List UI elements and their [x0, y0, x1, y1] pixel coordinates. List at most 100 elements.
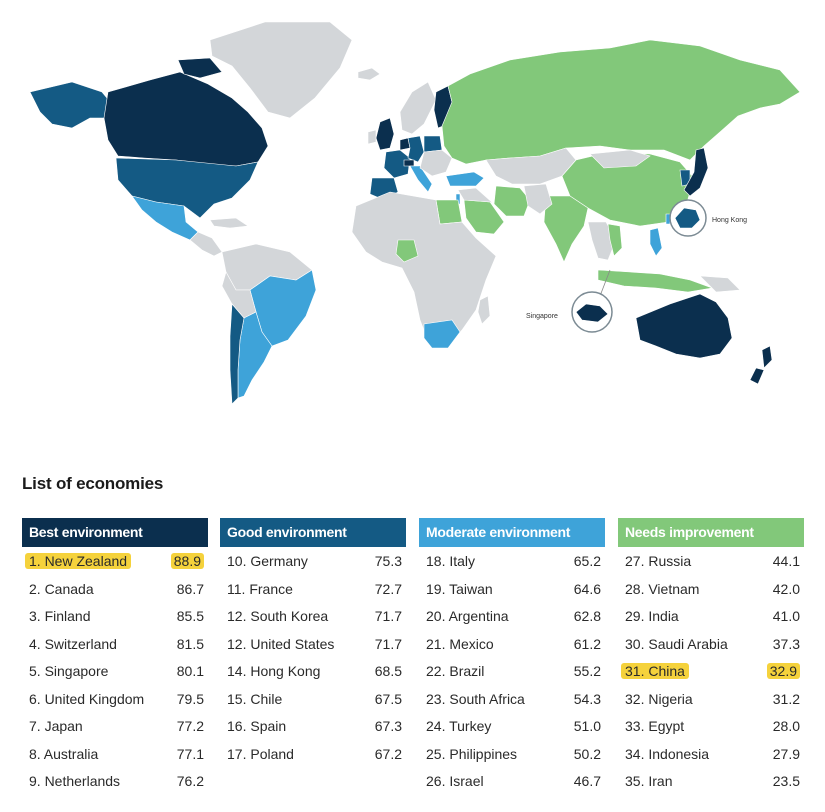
economy-score: 41.0 [772, 608, 800, 624]
column-moderate: Moderate environment 18. Italy 65.2 19. Ta… [419, 518, 605, 795]
world-map: Hong Kong Singapore [29, 21, 801, 405]
uk-region [375, 117, 395, 151]
economy-label: 31. China [621, 663, 689, 679]
economy-label: 20. Argentina [426, 608, 509, 624]
economy-score: 88.9 [170, 553, 204, 569]
economy-score: 50.2 [573, 745, 601, 762]
column-header: Moderate environment [419, 518, 605, 547]
list-row: 32. Nigeria 31.2 [618, 685, 804, 713]
economy-label: 6. United Kingdom [29, 690, 145, 707]
economy-label: 26. Israel [426, 773, 484, 789]
economy-score: 81.5 [176, 635, 204, 652]
column-good: Good environment 10. Germany 75.3 11. Fran… [220, 518, 406, 767]
column-needs-improvement: Needs improvement 27. Russia 44.1 28. Viet… [618, 518, 804, 795]
list-row: 9. Netherlands 76.2 [22, 767, 208, 795]
list-row: 15. Chile 67.5 [220, 685, 406, 713]
economy-score: 51.0 [573, 718, 601, 734]
economy-score: 72.7 [374, 580, 402, 597]
singapore-label: Singapore [526, 313, 558, 320]
list-row: 2. Canada 86.7 [22, 575, 208, 603]
alaska-region [29, 81, 113, 129]
list-row: 11. France 72.7 [220, 575, 406, 603]
list-row: 24. Turkey 51.0 [419, 712, 605, 740]
list-row: 17. Poland 67.2 [220, 740, 406, 768]
list-row: 1. New Zealand 88.9 [22, 547, 208, 575]
economy-label: 1. New Zealand [25, 553, 132, 569]
economy-score: 54.3 [573, 690, 601, 707]
list-row: 12. United States 71.7 [220, 630, 406, 658]
column-header: Good environment [220, 518, 406, 547]
economy-label: 34. Indonesia [625, 745, 710, 762]
taiwan-region [665, 213, 671, 225]
list-row: 4. Switzerland 81.5 [22, 630, 208, 658]
economy-score: 71.7 [374, 635, 402, 652]
column-header: Needs improvement [618, 518, 804, 547]
singapore-callout: Singapore [526, 269, 613, 333]
pakistan-region [523, 183, 553, 215]
turkey-region [445, 171, 485, 187]
caribbean-region [209, 217, 249, 229]
list-row: 16. Spain 67.3 [220, 712, 406, 740]
list-row: 14. Hong Kong 68.5 [220, 657, 406, 685]
world-map-svg: Hong Kong Singapore [29, 21, 801, 405]
hong-kong-shape [674, 207, 701, 229]
usa-region [115, 157, 259, 219]
economy-score: 75.3 [374, 553, 402, 569]
economy-score: 44.1 [772, 553, 800, 569]
economy-score: 46.7 [573, 773, 601, 789]
economy-score: 23.5 [772, 773, 800, 789]
australia-region [635, 293, 733, 359]
economy-score: 64.6 [573, 580, 601, 597]
economy-label: 7. Japan [29, 718, 83, 734]
canada-islands-region [177, 57, 223, 79]
list-row: 30. Saudi Arabia 37.3 [618, 630, 804, 658]
economy-score: 80.1 [176, 663, 204, 679]
economy-label: 12. United States [227, 635, 335, 652]
list-row: 8. Australia 77.1 [22, 740, 208, 768]
africa-region [351, 191, 497, 347]
philippines-region [649, 227, 663, 257]
economy-label: 21. Mexico [426, 635, 494, 652]
list-row: 28. Vietnam 42.0 [618, 575, 804, 603]
rows: 27. Russia 44.1 28. Vietnam 42.0 29. India 41… [618, 547, 804, 795]
hong-kong-label: Hong Kong [712, 217, 747, 224]
economy-label: 8. Australia [29, 745, 99, 762]
economy-label: 17. Poland [227, 745, 294, 762]
list-row: 33. Egypt 28.0 [618, 712, 804, 740]
economy-label: 3. Finland [29, 608, 91, 624]
economy-label: 18. Italy [426, 553, 476, 569]
indonesia-region [597, 269, 714, 293]
list-row: 26. Israel 46.7 [419, 767, 605, 795]
economy-score: 65.2 [573, 553, 601, 569]
economy-label: 29. India [625, 608, 679, 624]
economy-label: 19. Taiwan [426, 580, 493, 597]
economy-label: 28. Vietnam [625, 580, 700, 597]
list-row: 21. Mexico 61.2 [419, 630, 605, 658]
column-best: Best environment 1. New Zealand 88.9 2. Ca… [22, 518, 208, 795]
list-row: 7. Japan 77.2 [22, 712, 208, 740]
papua-region [699, 275, 741, 293]
south-africa-region [423, 319, 461, 349]
rows: 18. Italy 65.2 19. Taiwan 64.6 20. Argentina… [419, 547, 605, 795]
middle-east-region [457, 187, 495, 205]
central-america-region [189, 231, 223, 257]
list-row: 23. South Africa 54.3 [419, 685, 605, 713]
economy-label: 32. Nigeria [625, 690, 693, 707]
economy-score: 32.9 [766, 663, 800, 679]
economy-score: 68.5 [374, 663, 402, 679]
iceland-region [357, 67, 381, 81]
economy-score: 67.3 [374, 718, 402, 734]
economy-score: 77.1 [176, 745, 204, 762]
economy-score: 79.5 [176, 690, 204, 707]
japan-region [683, 147, 709, 197]
economy-label: 27. Russia [625, 553, 692, 569]
economy-score: 86.7 [176, 580, 204, 597]
list-row: 18. Italy 65.2 [419, 547, 605, 575]
list-row: 3. Finland 85.5 [22, 602, 208, 630]
greenland-region [209, 21, 353, 119]
hong-kong-callout: Hong Kong [669, 199, 747, 237]
list-row: 10. Germany 75.3 [220, 547, 406, 575]
new-zealand-south-region [749, 367, 765, 385]
economy-label: 24. Turkey [426, 718, 492, 734]
economy-label: 9. Netherlands [29, 773, 121, 789]
